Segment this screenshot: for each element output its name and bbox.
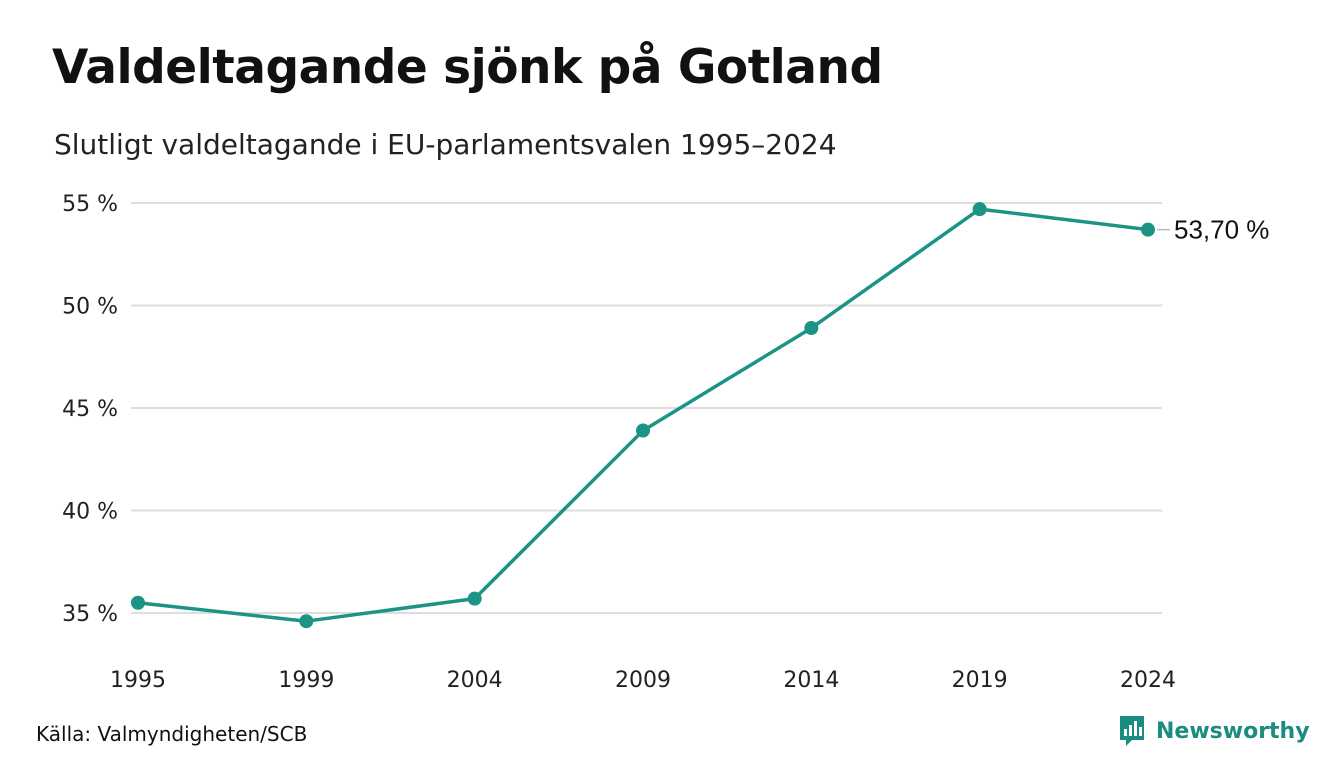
y-tick-label: 45 %	[62, 397, 118, 422]
y-tick-label: 55 %	[62, 192, 118, 217]
x-tick-label: 2019	[952, 668, 1008, 693]
data-point	[972, 202, 987, 217]
chart-title: Valdeltagande sjönk på Gotland	[52, 40, 883, 95]
y-axis-labels: 55 % 50 % 45 % 40 % 35 %	[62, 192, 118, 627]
end-annotation: 53,70 %	[1157, 215, 1269, 245]
data-point	[804, 321, 819, 336]
series-line-path	[136, 207, 1150, 623]
y-tick-label: 50 %	[62, 295, 118, 320]
x-tick-label: 1995	[110, 668, 166, 693]
data-point	[299, 614, 314, 629]
brand-name: Newsworthy	[1156, 718, 1310, 744]
x-tick-label: 2024	[1120, 668, 1176, 693]
data-point	[467, 591, 482, 606]
gridlines	[131, 202, 1162, 614]
x-axis-labels: 1995 1999 2004 2009 2014 2019 2024	[110, 668, 1176, 693]
x-tick-label: 2014	[783, 668, 839, 693]
chart-subtitle: Slutligt valdeltagande i EU-parlamentsva…	[54, 128, 837, 161]
x-tick-label: 1999	[278, 668, 334, 693]
data-point	[131, 595, 145, 610]
source-note: Källa: Valmyndigheten/SCB	[36, 722, 308, 746]
y-tick-label: 35 %	[62, 602, 118, 627]
x-tick-label: 2009	[615, 668, 671, 693]
brand-logo: Newsworthy	[1118, 714, 1310, 748]
x-tick-label: 2004	[447, 668, 503, 693]
series-line	[136, 207, 1150, 623]
data-point	[636, 423, 650, 438]
data-point	[1141, 222, 1155, 237]
data-points	[131, 202, 1155, 629]
end-value-label: 53,70 %	[1174, 215, 1269, 245]
bar-chart-speech-bubble-icon	[1120, 716, 1144, 746]
y-tick-label: 40 %	[62, 500, 118, 525]
